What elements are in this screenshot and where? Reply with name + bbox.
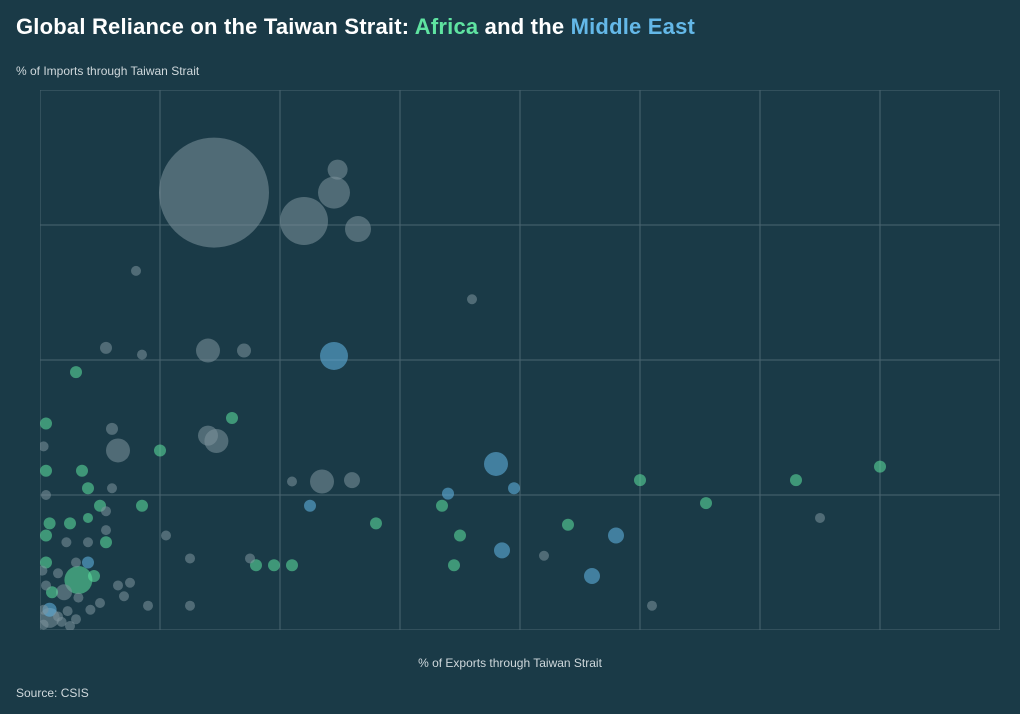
data-point — [82, 482, 94, 494]
data-point — [137, 350, 147, 360]
data-point — [328, 160, 348, 180]
data-point — [40, 417, 52, 429]
data-point — [874, 461, 886, 473]
data-point — [484, 452, 508, 476]
data-point — [100, 342, 112, 354]
data-point — [82, 557, 94, 569]
data-point — [286, 559, 298, 571]
data-point — [608, 528, 624, 544]
data-point — [40, 530, 52, 542]
scatter-chart: 01020304050607080 010203040 — [40, 90, 1000, 630]
data-point — [56, 584, 72, 600]
data-point — [83, 513, 93, 523]
title-africa: Africa — [415, 14, 479, 39]
data-point — [107, 483, 117, 493]
data-point — [85, 605, 95, 615]
data-point — [370, 517, 382, 529]
data-point — [442, 488, 454, 500]
data-point — [245, 553, 255, 563]
data-point — [101, 506, 111, 516]
data-point — [154, 444, 166, 456]
chart-title: Global Reliance on the Taiwan Strait: Af… — [16, 14, 695, 40]
data-point — [647, 601, 657, 611]
data-point — [40, 441, 49, 451]
data-point — [136, 500, 148, 512]
data-point — [196, 339, 220, 363]
data-point — [562, 519, 574, 531]
data-point — [63, 606, 73, 616]
data-point — [185, 601, 195, 611]
data-point — [53, 568, 63, 578]
data-point — [161, 531, 171, 541]
title-connector: and the — [478, 14, 570, 39]
data-points — [40, 138, 886, 630]
data-point — [226, 412, 238, 424]
y-axis-label: % of Imports through Taiwan Strait — [16, 64, 199, 78]
data-point — [494, 542, 510, 558]
data-point — [790, 474, 802, 486]
data-point — [539, 551, 549, 561]
data-point — [83, 537, 93, 547]
data-point — [64, 517, 76, 529]
data-point — [70, 366, 82, 378]
data-point — [125, 578, 135, 588]
data-point — [44, 517, 56, 529]
data-point — [73, 593, 83, 603]
data-point — [159, 138, 269, 248]
title-prefix: Global Reliance on the Taiwan Strait: — [16, 14, 415, 39]
data-point — [101, 525, 111, 535]
data-point — [448, 559, 460, 571]
source-attribution: Source: CSIS — [16, 686, 89, 700]
data-point — [88, 570, 100, 582]
data-point — [198, 426, 218, 446]
data-point — [287, 477, 297, 487]
data-point — [106, 438, 130, 462]
data-point — [280, 197, 328, 245]
data-point — [268, 559, 280, 571]
data-point — [95, 598, 105, 608]
data-point — [310, 470, 334, 494]
x-axis-label: % of Exports through Taiwan Strait — [0, 656, 1020, 670]
data-point — [100, 536, 112, 548]
data-point — [40, 465, 52, 477]
data-point — [320, 342, 348, 370]
data-point — [345, 216, 371, 242]
data-point — [131, 266, 141, 276]
data-point — [318, 177, 350, 209]
data-point — [436, 500, 448, 512]
data-point — [508, 482, 520, 494]
data-point — [143, 601, 153, 611]
data-point — [467, 294, 477, 304]
data-point — [815, 513, 825, 523]
data-point — [113, 580, 123, 590]
data-point — [700, 497, 712, 509]
data-point — [584, 568, 600, 584]
data-point — [71, 558, 81, 568]
data-point — [61, 537, 71, 547]
data-point — [237, 344, 251, 358]
data-point — [41, 580, 51, 590]
data-point — [344, 472, 360, 488]
data-point — [185, 553, 195, 563]
data-point — [41, 490, 51, 500]
data-point — [634, 474, 646, 486]
title-middle-east: Middle East — [571, 14, 695, 39]
data-point — [106, 423, 118, 435]
data-point — [119, 591, 129, 601]
data-point — [76, 465, 88, 477]
data-point — [304, 500, 316, 512]
data-point — [454, 530, 466, 542]
